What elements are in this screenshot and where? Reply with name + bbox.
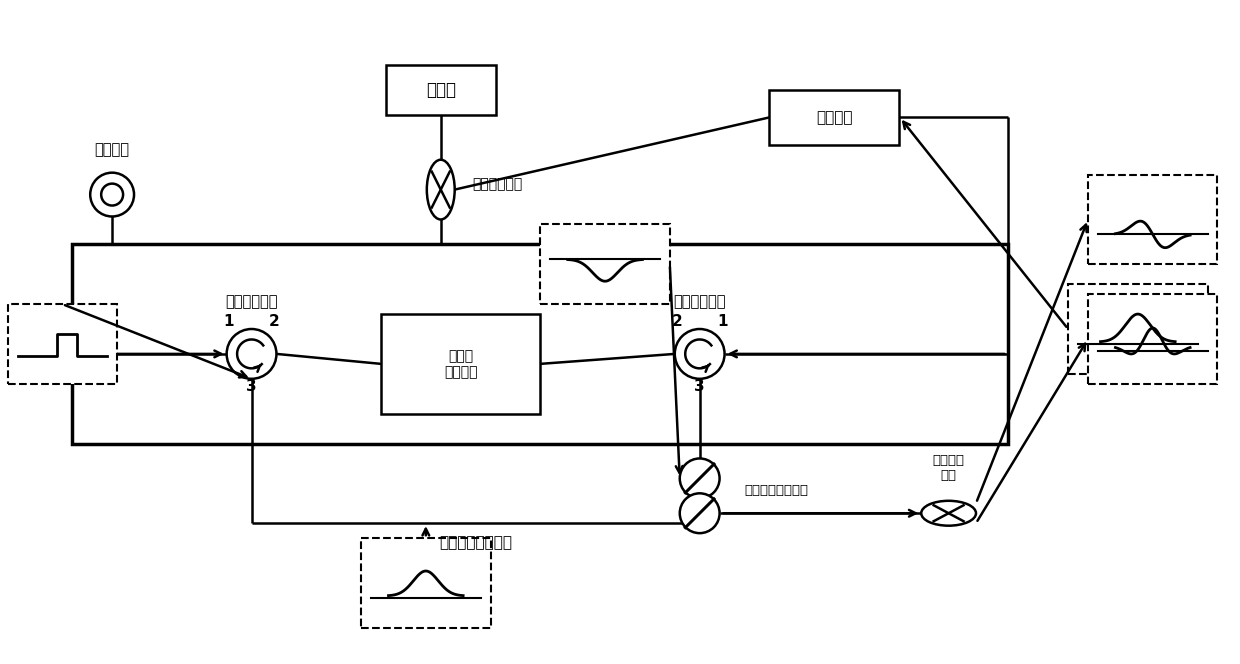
Bar [1068,284,1208,374]
Text: 2: 2 [671,313,682,329]
Text: 1: 1 [717,313,728,329]
Text: 单模光纤: 单模光纤 [94,141,130,157]
Bar [769,90,899,145]
Circle shape [91,173,134,216]
Text: 光调制器: 光调制器 [816,110,852,125]
Text: 1: 1 [223,313,234,329]
Bar [386,65,496,115]
Circle shape [680,458,719,498]
Circle shape [680,493,719,533]
Ellipse shape [921,501,976,526]
Bar [7,304,117,384]
Bar [381,314,541,414]
Text: 第一光耦合器: 第一光耦合器 [472,177,523,192]
Text: 2: 2 [269,313,280,329]
Circle shape [227,329,277,378]
Circle shape [675,329,724,378]
Bar [541,224,670,304]
Bar [72,244,1008,444]
Text: 第一光环行器: 第一光环行器 [226,295,278,309]
Text: 激光器: 激光器 [425,81,456,99]
Bar [1087,294,1218,384]
Text: 第二可调光延时线: 第二可调光延时线 [744,484,808,497]
Text: 第二光环行器: 第二光环行器 [673,295,725,309]
Text: 3: 3 [694,379,706,394]
Bar [1087,175,1218,264]
Text: 第一可调光延时线: 第一可调光延时线 [439,536,512,550]
Text: 第二光耦
合器: 第二光耦 合器 [932,454,965,483]
Circle shape [102,184,123,206]
Bar [361,538,491,627]
Text: 3: 3 [247,379,257,394]
Ellipse shape [427,160,455,220]
Text: 半导体
光放大器: 半导体 光放大器 [444,349,477,379]
